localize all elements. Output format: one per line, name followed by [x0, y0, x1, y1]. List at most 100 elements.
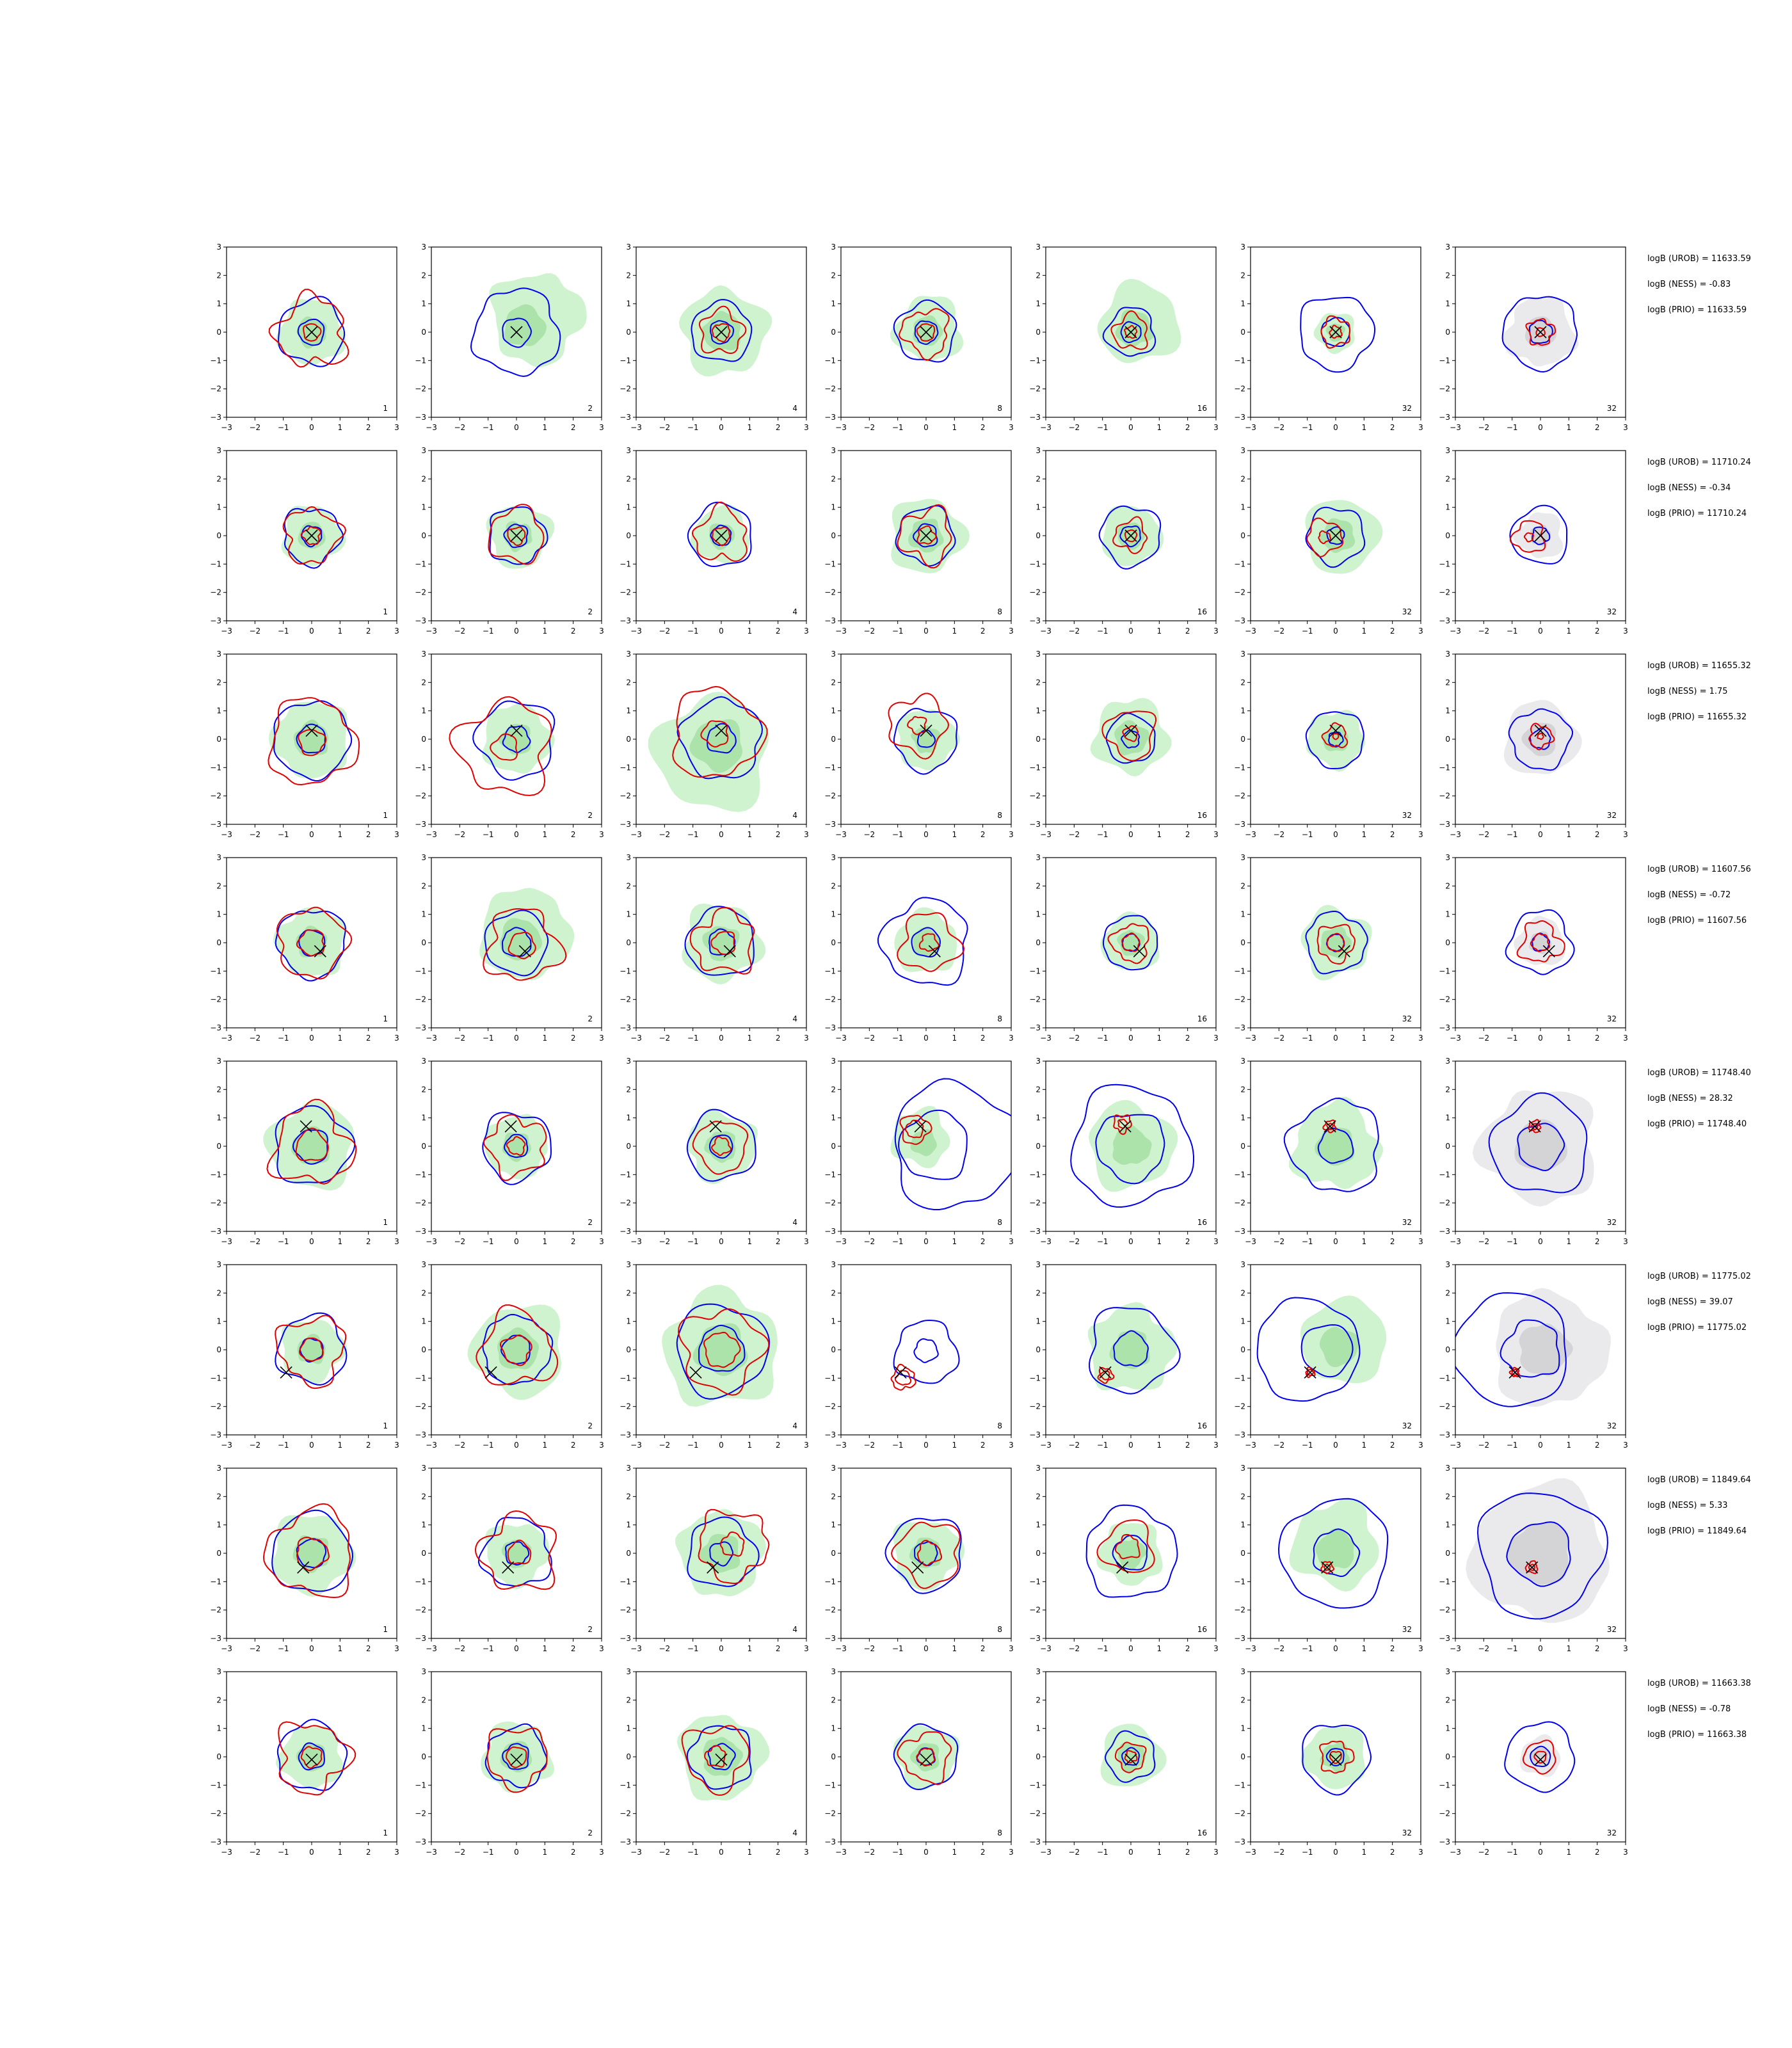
x-tick-label: 3	[1623, 1441, 1628, 1450]
blue-contour-inner	[913, 523, 938, 548]
x-tick-label: −3	[835, 1848, 847, 1857]
x-tick-label: −2	[1273, 1848, 1284, 1857]
panel-r8-c6: −3−3 −2 −2 −1 −1 0 0 1 1 2 2 3 3 32	[1234, 1667, 1423, 1857]
x-tick-label: −3	[835, 1034, 847, 1043]
red-contour-inner	[1533, 1750, 1547, 1764]
y-tick-label: 2	[626, 1492, 631, 1501]
x-tick-label: 3	[1623, 1644, 1628, 1653]
y-tick-label: 2	[216, 1288, 221, 1297]
x-tick-label: −3	[630, 423, 642, 432]
y-tick-label: −3	[620, 1634, 631, 1643]
red-contour-outer	[689, 907, 755, 975]
panel-annotation: 2	[588, 1828, 593, 1837]
panel-plot-area	[273, 906, 353, 982]
panel-r8-c3: −3 −3 −2 −2 −1 −1 0 0 1 1 2 2 3 3 4	[620, 1667, 809, 1857]
x-tick-label: 3	[804, 1848, 809, 1857]
y-tick-label: 2	[831, 1288, 836, 1297]
red-contour-outer	[488, 504, 545, 565]
y-tick-label: −3	[1234, 1837, 1245, 1846]
y-tick-label: −3	[210, 1837, 221, 1846]
x-tick-label: −1	[687, 1237, 699, 1246]
truth-marker	[715, 1753, 728, 1766]
y-tick-label: 3	[1240, 853, 1245, 862]
x-tick-label: 0	[514, 830, 519, 839]
truth-marker	[1124, 529, 1137, 542]
y-tick-label: −2	[1234, 385, 1245, 394]
x-tick-label: 1	[1567, 1848, 1572, 1857]
y-tick-label: −2	[210, 1199, 221, 1208]
truth-marker	[920, 529, 932, 542]
y-tick-label: −3	[620, 1023, 631, 1032]
y-tick-label: 2	[1445, 1288, 1450, 1297]
y-tick-label: 0	[421, 1345, 426, 1354]
y-tick-label: 3	[1036, 243, 1041, 252]
x-tick-label: 1	[1362, 1441, 1367, 1450]
red-contour-inner	[1318, 530, 1332, 545]
x-tick-label: −3	[835, 830, 847, 839]
x-tick-label: −1	[1097, 1237, 1108, 1246]
red-contour-outer	[1114, 1741, 1147, 1773]
x-tick-label: 0	[309, 627, 314, 636]
y-tick-label: 1	[1445, 1724, 1450, 1733]
y-tick-label: −3	[1234, 1634, 1245, 1643]
blue-contour-outer	[1455, 1292, 1567, 1407]
x-tick-label: 1	[543, 1237, 548, 1246]
panel-r1-c4: −3−3 −2 −2 −1 −1 0 0 1 1 2 2 3 3 8	[824, 243, 1014, 432]
y-tick-label: −1	[824, 1780, 836, 1789]
y-tick-label: −1	[1439, 763, 1450, 772]
x-tick-label: 3	[1213, 1644, 1219, 1653]
x-tick-label: 2	[1595, 423, 1600, 432]
y-tick-label: −3	[620, 820, 631, 829]
y-tick-label: −2	[1439, 792, 1450, 801]
y-tick-label: −3	[1439, 616, 1450, 625]
panel-r1-c7: −3−3 −2 −2 −1 −1 0 0 1 1 2 2 3 3 32	[1439, 243, 1628, 432]
y-tick-label: 3	[1445, 446, 1450, 455]
y-tick-label: 0	[1240, 1142, 1245, 1151]
blue-contour-inner	[1317, 1127, 1354, 1164]
panel-r6-c3: −3 −3 −2 −2 −1 −1 0 0 1 1 2 2 3 3 4	[620, 1260, 809, 1450]
panel-r7-c6: −3−3 −2 −2 −1 −1 0 0 1 1 2 2 3 3 32	[1234, 1464, 1423, 1653]
y-tick-label: −1	[1234, 356, 1245, 365]
y-tick-label: 0	[216, 735, 221, 744]
panel-plot-area	[1305, 710, 1366, 772]
panel-plot-area	[479, 888, 575, 981]
panel-annotation: 32	[1607, 1014, 1617, 1023]
x-tick-label: 3	[394, 1644, 399, 1653]
panel-plot-area	[1455, 1288, 1611, 1407]
x-tick-label: 0	[719, 627, 724, 636]
y-tick-label: −1	[415, 356, 426, 365]
y-tick-label: 2	[831, 474, 836, 483]
y-tick-label: −2	[620, 1606, 631, 1615]
y-tick-label: −1	[824, 1170, 836, 1179]
y-tick-label: 3	[216, 243, 221, 252]
panel-annotation: 2	[588, 1014, 593, 1023]
y-tick-label: −2	[1029, 385, 1041, 394]
truth-marker	[914, 1120, 927, 1133]
panel-r1-c1: −3−3 −2 −2 −1 −1 0 0 1 1 2 2 3 3 1	[210, 243, 399, 432]
x-tick-label: −3	[426, 1848, 437, 1857]
red-contour-inner	[1535, 327, 1546, 337]
x-tick-label: −2	[1068, 1441, 1080, 1450]
panel-r3-c2: −3−3 −2 −2 −1 −1 0 0 1 1 2 2 3 3 2	[415, 650, 604, 839]
y-tick-label: −3	[415, 1023, 426, 1032]
red-contour-outer	[1320, 1561, 1335, 1574]
y-tick-label: −3	[210, 616, 221, 625]
x-tick-label: 2	[366, 1441, 371, 1450]
y-tick-label: 0	[421, 531, 426, 540]
y-tick-label: 0	[1240, 938, 1245, 947]
y-tick-label: 1	[216, 910, 221, 919]
panel-r5-c4: −3−3 −2 −2 −1 −1 0 0 1 1 2 2 3 3 8	[824, 1057, 1014, 1246]
x-tick-label: 2	[571, 1034, 576, 1043]
bayes-factor-label: logB (NESS) = 1.75	[1647, 687, 1728, 696]
bayes-factor-label: logB (UROB) = 11775.02	[1647, 1272, 1751, 1281]
y-tick-label: −1	[1029, 356, 1041, 365]
blue-contour-outer	[489, 506, 548, 565]
y-tick-label: −1	[824, 1373, 836, 1382]
y-tick-label: −3	[824, 1227, 836, 1236]
y-tick-label: −2	[1439, 385, 1450, 394]
x-tick-label: −3	[1040, 423, 1052, 432]
y-tick-label: 0	[831, 735, 836, 744]
y-tick-label: 1	[831, 503, 836, 512]
panel-r7-c5: −3−3 −2 −2 −1 −1 0 0 1 1 2 2 3 3 16	[1029, 1464, 1219, 1653]
density-fill-inner	[1320, 1741, 1350, 1773]
